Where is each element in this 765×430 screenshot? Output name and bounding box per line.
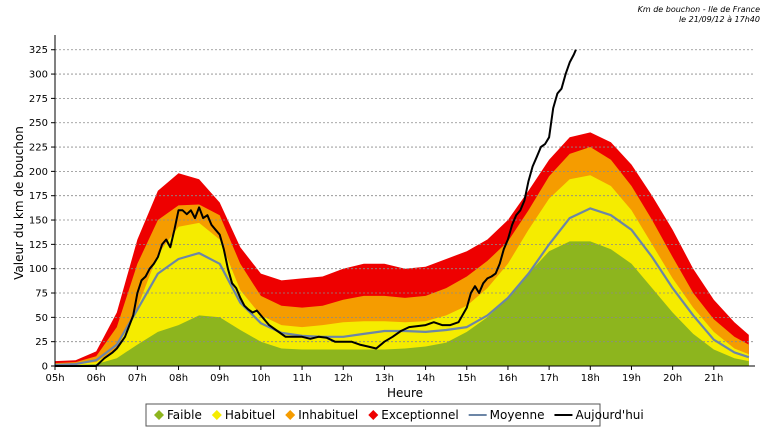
band-faible (55, 241, 749, 366)
chart-subtitle-line2: le 21/09/12 à 17h40 (679, 15, 760, 24)
y-tick-label: 300 (29, 70, 48, 81)
y-tick-label: 175 (29, 191, 48, 202)
legend-label: Exceptionnel (381, 408, 458, 422)
line-moyenne (54, 207, 750, 367)
y-tick-label: 50 (35, 313, 48, 324)
x-tick-label: 08h (169, 373, 188, 384)
legend-label: Faible (167, 408, 202, 422)
y-tick-label: 325 (29, 45, 48, 56)
x-tick-label: 14h (416, 373, 435, 384)
legend-swatch (211, 410, 222, 420)
x-tick-label: 20h (663, 373, 682, 384)
x-tick-label: 17h (540, 373, 559, 384)
x-tick-label: 10h (251, 373, 270, 384)
x-tick-label: 21h (704, 373, 723, 384)
y-tick-label: 250 (29, 118, 48, 129)
plot-area: 0 25 50 75 100 125 150 175 200 225 250 275 300 325 05h… (29, 35, 755, 384)
x-tick-label: 18h (581, 373, 600, 384)
y-tick-label: 150 (29, 216, 48, 227)
legend-label: Inhabituel (298, 408, 358, 422)
x-tick-label: 06h (87, 373, 106, 384)
chart-subtitle-line1: Km de bouchon - Ile de France (638, 5, 760, 14)
x-tick-label: 12h (334, 373, 353, 384)
x-tick-label: 11h (293, 373, 312, 384)
legend-swatch (368, 410, 379, 420)
x-tick-label: 16h (498, 373, 517, 384)
x-axis-title: Heure (387, 386, 423, 400)
x-tick-label: 05h (45, 373, 64, 384)
y-tick-label: 125 (29, 240, 48, 251)
x-tick-label: 09h (210, 373, 229, 384)
legend-label: Habituel (225, 408, 275, 422)
legend-swatch (285, 410, 296, 420)
legend-label: Moyenne (490, 408, 545, 422)
x-tick-label: 19h (622, 373, 641, 384)
legend: Faible Habituel Inhabituel Exceptionnel Moye… (145, 403, 644, 427)
y-tick-label: 25 (35, 337, 48, 348)
y-tick-label: 275 (29, 94, 48, 105)
x-tick-label: 13h (375, 373, 394, 384)
y-axis-title: Valeur du km de bouchon (12, 126, 26, 280)
y-tick-label: 225 (29, 143, 48, 154)
legend-swatch (154, 410, 164, 420)
x-tick-label: 15h (457, 373, 476, 384)
y-tick-label: 200 (29, 167, 48, 178)
y-tick-label: 0 (42, 362, 48, 373)
y-tick-label: 100 (29, 264, 48, 275)
y-tick-label: 75 (35, 289, 48, 300)
x-tick-label: 07h (128, 373, 147, 384)
line-aujourdhui (55, 49, 577, 367)
legend-label: Aujourd'hui (575, 408, 643, 422)
